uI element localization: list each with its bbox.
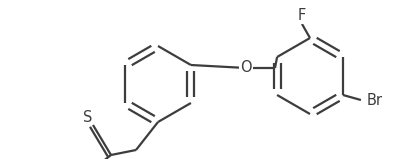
Text: S: S [83,110,93,124]
Text: F: F [298,8,306,24]
Text: Br: Br [367,93,383,107]
Text: O: O [240,61,252,76]
